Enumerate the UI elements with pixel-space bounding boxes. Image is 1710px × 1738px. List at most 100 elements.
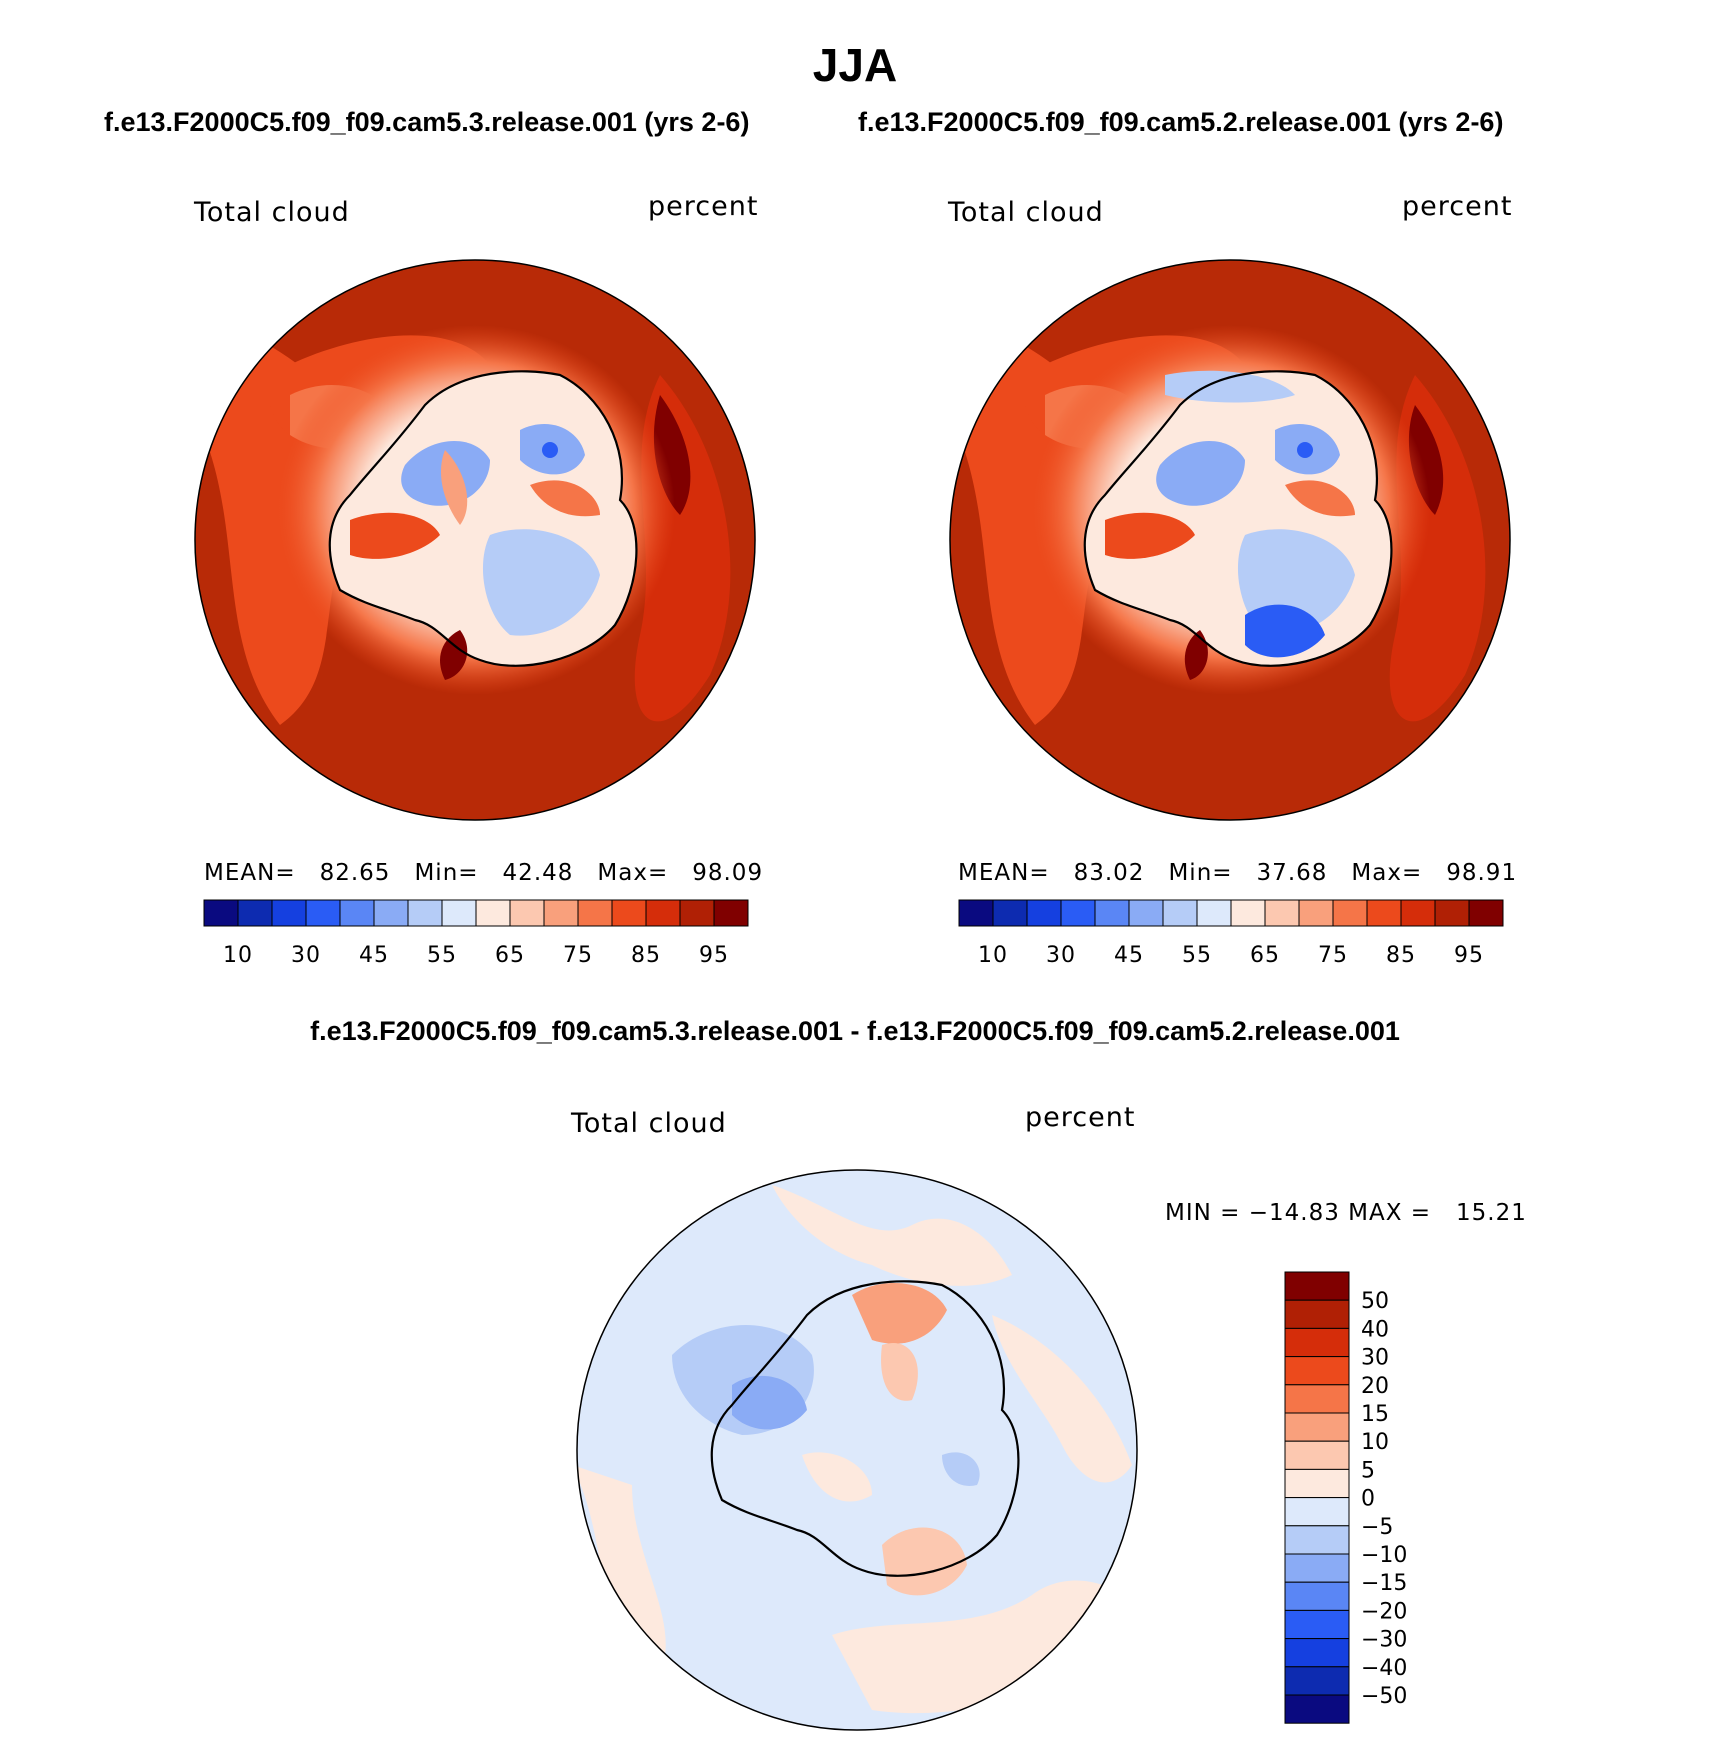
colorbar-1-swatch [203,899,239,927]
colorbar-2-swatch [1094,899,1130,927]
colorbar-2-tick-label: 10 [978,943,1008,968]
coastline [1083,370,1393,667]
colorbar-3-tick-label: 40 [1361,1317,1389,1342]
colorbar-2: 10 30 45 55 65 75 85 95 [958,899,1504,968]
colorbar-3-tick-label: 50 [1361,1289,1389,1314]
colorbar-1-swatch [441,899,477,927]
colorbar-1-tick-label: 75 [563,943,593,968]
field-patch [440,630,468,680]
field-patch [772,1185,1012,1286]
colorbar-3-tick-label: −15 [1361,1571,1407,1596]
field-patch [1297,442,1313,458]
colorbar-3-swatch [1284,1553,1350,1583]
colorbar-2-swatch [1060,899,1096,927]
colorbar-1-swatch [373,899,409,927]
field-patch [1105,512,1195,559]
colorbar-3-tick-label: −5 [1361,1515,1393,1540]
colorbar-2-swatch [1264,899,1300,927]
case-title-2: f.e13.F2000C5.f09_f09.cam5.2.release.001… [858,107,1504,137]
colorbar-1-swatch [611,899,647,927]
colorbar-1-tick-label: 55 [427,943,457,968]
page-title: JJA [812,39,898,91]
colorbar-3-tick-label: 10 [1361,1430,1389,1455]
colorbar-1-swatch [713,899,749,927]
map-boundary [576,1169,1138,1731]
stats-2: MEAN= 83.02 Min= 37.68 Max= 98.91 [958,860,1518,886]
field-patch [802,1452,872,1502]
colorbar-1: 10 30 45 55 65 75 85 95 [203,899,749,968]
colorbar-2-swatch [1400,899,1436,927]
colorbar-1-swatch [543,899,579,927]
colorbar-2-tick-label: 45 [1114,943,1144,968]
field-patch [350,512,440,559]
colorbar-2-tick-label: 85 [1386,943,1416,968]
colorbar-2-swatch [992,899,1028,927]
colorbar-1-swatch [407,899,443,927]
field-patch [881,1343,918,1401]
map-boundary [949,259,1511,821]
colorbar-2-tick-label: 30 [1046,943,1076,968]
units-label-3: percent [1025,1102,1136,1133]
colorbar-2-tick-label: 65 [1250,943,1280,968]
colorbar-1-swatch [679,899,715,927]
colorbar-3-tick-label: 0 [1361,1487,1375,1512]
colorbar-1-swatch [475,899,511,927]
colorbar-2-swatch [1298,899,1334,927]
colorbar-2-tick-label: 55 [1182,943,1212,968]
colorbar-2-swatch [1196,899,1232,927]
colorbar-3-tick-label: −40 [1361,1656,1407,1681]
colorbar-1-tick-label: 45 [359,943,389,968]
field-patch [1165,370,1295,403]
colorbar-1-swatch [237,899,273,927]
variable-label-1: Total cloud [194,197,350,228]
colorbar-2-swatch [1332,899,1368,927]
variable-label-3: Total cloud [571,1108,727,1139]
colorbar-3-swatch [1284,1609,1350,1640]
field-patch [992,1315,1132,1483]
colorbar-3-swatch [1284,1412,1350,1442]
colorbar-1-tick-label: 85 [631,943,661,968]
colorbar-3-swatch [1284,1638,1350,1668]
colorbar-3-tick-label: −30 [1361,1628,1407,1653]
colorbar-1-tick-label: 95 [699,943,729,968]
field-patch [1245,604,1325,658]
colorbar-3-swatch [1284,1468,1350,1499]
colorbar-2-swatch [1366,899,1402,927]
case-title-1: f.e13.F2000C5.f09_f09.cam5.3.release.001… [104,107,750,137]
coastline [710,1280,1020,1577]
colorbar-3-tick-label: 20 [1361,1374,1389,1399]
colorbar-1-swatch [509,899,545,927]
colorbar-1-swatch [645,899,681,927]
colorbar-3-swatch [1284,1694,1350,1724]
field-patch [542,442,558,458]
coastline [328,370,638,667]
colorbar-3-tick-label: −50 [1361,1684,1407,1709]
colorbar-2-swatch [1026,899,1062,927]
colorbar-2-swatch [1434,899,1470,927]
polar-map-3 [576,1169,1138,1731]
colorbar-3-swatch [1284,1327,1350,1358]
colorbar-1-swatch [305,899,341,927]
units-label-1: percent [648,191,759,222]
colorbar-3-swatch [1284,1440,1350,1470]
colorbar-1-tick-label: 10 [223,943,253,968]
colorbar-3-swatch [1284,1356,1350,1386]
polar-map-1 [194,259,756,821]
colorbar-1-swatch [339,899,375,927]
colorbar-2-swatch [1162,899,1198,927]
colorbar-1-tick-label: 30 [291,943,321,968]
colorbar-3-tick-label: −10 [1361,1543,1407,1568]
colorbar-3-tick-label: 30 [1361,1346,1389,1371]
variable-label-2: Total cloud [948,197,1104,228]
field-patch [1184,630,1208,680]
polar-map-2 [949,259,1511,821]
field-patch [882,1527,967,1596]
colorbar-2-tick-label: 75 [1318,943,1348,968]
colorbar-2-swatch [1230,899,1266,927]
colorbar-3-swatch [1284,1525,1350,1555]
colorbar-3-tick-label: 15 [1361,1402,1389,1427]
colorbar-1-swatch [271,899,307,927]
map-boundary [194,259,756,821]
stats-3: MIN = −14.83 MAX = 15.21 [1165,1200,1527,1226]
colorbar-1-swatch [577,899,613,927]
